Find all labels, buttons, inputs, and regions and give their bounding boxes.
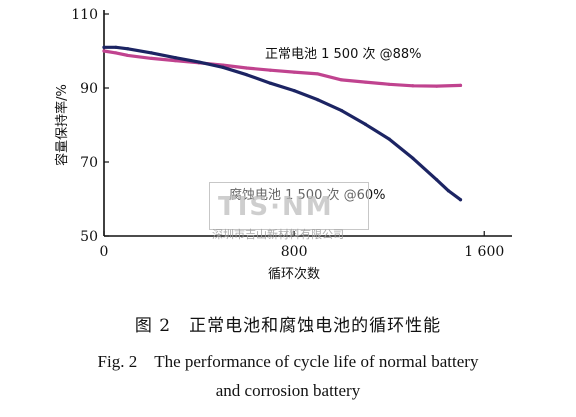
data-point-corroded — [340, 108, 344, 113]
data-point-corroded — [173, 56, 177, 60]
data-point-normal — [126, 53, 130, 58]
chart-area: 50 70 90 110 0 800 1 600 容量保持率/% 循环次数 正常电池 1 500… — [54, 7, 512, 282]
y-tick-label: 90 — [80, 81, 98, 97]
data-point-corroded — [149, 51, 154, 55]
data-point-normal — [268, 68, 272, 72]
x-tick-label: 0 — [100, 244, 109, 260]
data-point-normal — [244, 66, 249, 70]
data-point-corroded — [387, 137, 391, 141]
data-point-normal — [102, 49, 106, 53]
x-tick-label: 800 — [281, 244, 308, 260]
data-point-corroded — [221, 65, 225, 69]
data-point-normal — [292, 70, 296, 74]
x-tick-label: 1 600 — [464, 244, 504, 260]
data-point-normal — [149, 56, 154, 61]
data-point-normal — [316, 72, 320, 76]
annotation-corroded: 腐蚀电池 1 500 次 @60% — [229, 187, 386, 203]
data-point-normal — [435, 84, 439, 88]
cycle-life-chart: 50 70 90 110 0 800 1 600 容量保持率/% 循环次数 正常电池 1 500… — [54, 7, 512, 282]
figure-caption-chinese: 图 2 正常电池和腐蚀电池的循环性能 — [134, 316, 442, 336]
y-tick-label: 70 — [80, 155, 98, 171]
data-point-corroded — [114, 45, 118, 49]
figure-caption-english-line1: Fig. 2 The performance of cycle life of … — [97, 352, 479, 371]
data-point-corroded — [102, 45, 106, 49]
data-point-normal — [363, 80, 368, 84]
figure-caption-english-line2: and corrosion battery — [215, 381, 361, 400]
watermark-logo: TIS·NM — [218, 192, 334, 222]
data-point-corroded — [458, 198, 463, 202]
data-point-normal — [114, 51, 118, 55]
y-tick-label: 110 — [71, 7, 98, 23]
annotation-normal: 正常电池 1 500 次 @88% — [265, 46, 422, 62]
y-tick-label: 50 — [80, 229, 98, 245]
y-axis-title: 容量保持率/% — [54, 84, 70, 166]
x-axis-title: 循环次数 — [268, 266, 320, 282]
data-point-corroded — [435, 178, 439, 182]
data-point-normal — [387, 82, 391, 86]
data-point-normal — [340, 78, 344, 82]
data-point-corroded — [197, 60, 201, 64]
series-line-corroded — [102, 45, 463, 202]
data-point-corroded — [411, 156, 415, 160]
data-point-corroded — [446, 189, 451, 193]
data-point-normal — [411, 84, 415, 88]
data-point-normal — [173, 59, 177, 63]
watermark-company-text: 深圳市吉山新材料有限公司 — [212, 228, 344, 241]
watermark-box — [209, 182, 369, 230]
data-point-corroded — [363, 122, 368, 126]
data-point-corroded — [126, 47, 130, 51]
data-point-corroded — [316, 98, 320, 102]
data-point-corroded — [268, 81, 272, 85]
data-point-normal — [458, 83, 463, 88]
data-point-corroded — [244, 73, 249, 77]
data-point-corroded — [292, 88, 296, 93]
